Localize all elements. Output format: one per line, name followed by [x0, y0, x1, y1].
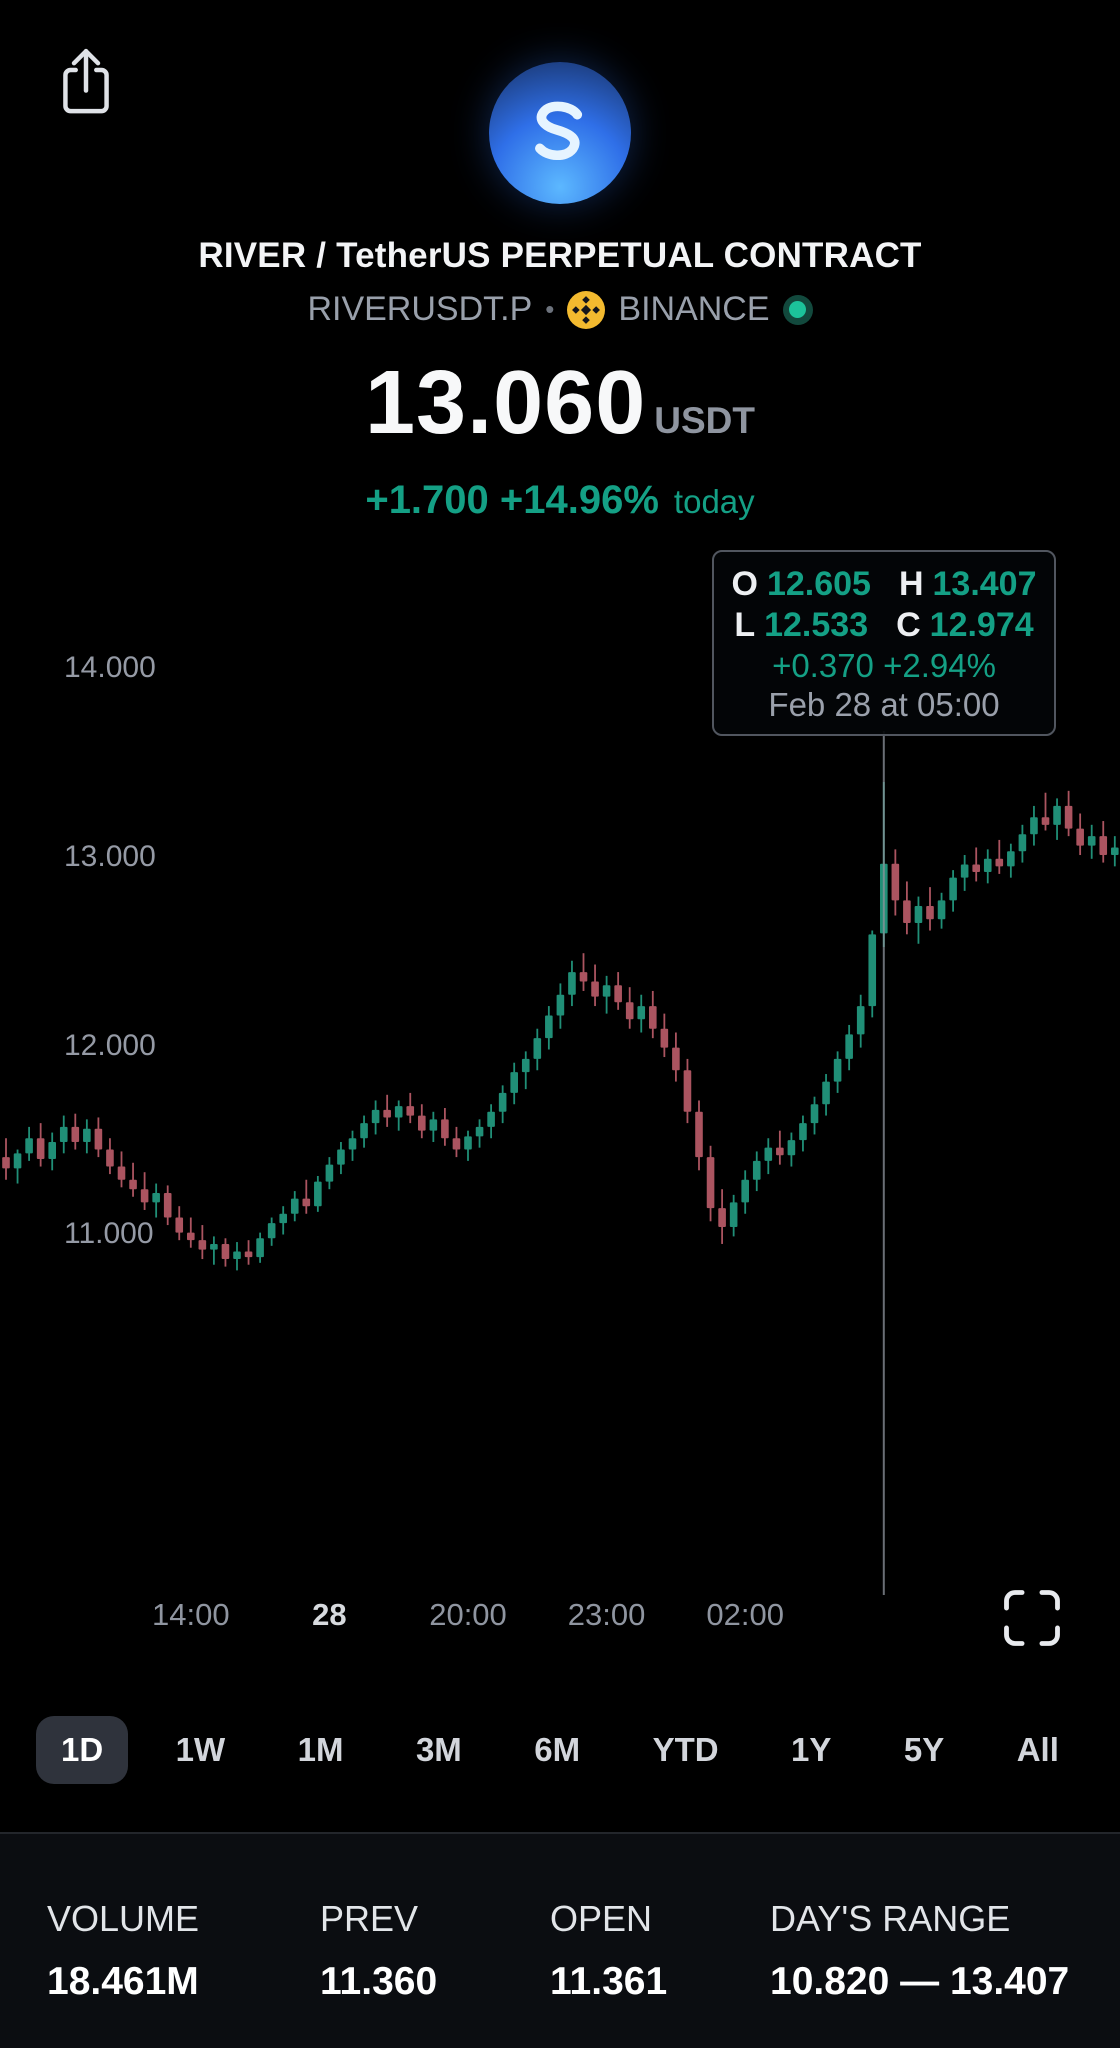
range-button-1y[interactable]: 1Y [766, 1716, 856, 1784]
binance-icon [567, 290, 606, 329]
low-label: L [734, 606, 756, 644]
stat-column: OPEN 11.361 [550, 1898, 770, 2048]
range-button-1w[interactable]: 1W [151, 1716, 251, 1784]
high-label: H [898, 565, 924, 603]
tooltip-date: Feb 28 at 05:00 [768, 686, 1000, 723]
stat-label: PREV [320, 1898, 419, 1939]
change-row: +1.700 +14.96% today [0, 478, 1120, 523]
high-value: 13.407 [932, 565, 1037, 603]
share-button[interactable] [56, 46, 116, 118]
range-button-6m[interactable]: 6M [509, 1716, 605, 1784]
open-value: 12.605 [766, 565, 871, 603]
ohlc-tooltip: O 12.605 H 13.407 L 12.533 C 12.974 +0.370 +… [712, 550, 1056, 736]
stat-column: DAY'S RANGE 10.820 — 13.407 [770, 1898, 1110, 2048]
contract-title: RIVER / TetherUS PERPETUAL CONTRACT [198, 236, 922, 275]
stats-bar: VOLUME 18.461M PREV 11.360 OPEN 11.361 DAY'S R… [0, 1834, 1120, 2048]
river-token-logo [489, 62, 631, 204]
fullscreen-icon [998, 1590, 1066, 1655]
stat-label: VOLUME [47, 1898, 200, 1939]
wave-s-icon [512, 83, 608, 184]
section-divider [0, 1832, 1120, 1834]
tooltip-change: +0.370 +2.94% [772, 647, 996, 684]
candles [2, 781, 1119, 1271]
stat-column: VOLUME 18.461M [47, 1898, 320, 2048]
open-label: O [731, 565, 758, 603]
bullet-separator: • [545, 294, 555, 324]
range-button-ytd[interactable]: YTD [628, 1716, 744, 1784]
stat-value: 11.361 [550, 1960, 668, 2003]
price-row: 13.060 USDT [0, 352, 1120, 455]
range-button-all[interactable]: All [992, 1716, 1084, 1784]
range-selector: 1D 1W 1M 3M 6M YTD 1Y 5Y All [0, 1704, 1120, 1796]
ohlc-line-1: O 12.605 H 13.407 [714, 564, 1054, 605]
candles-svg [2, 731, 1119, 1595]
fullscreen-button[interactable] [998, 1584, 1066, 1652]
symbol-label: RIVERUSDT.P [307, 290, 533, 328]
stat-label: OPEN [550, 1898, 653, 1939]
price-change: +1.700 +14.96% [365, 478, 659, 522]
close-label: C [896, 606, 921, 644]
stat-value: 18.461M [47, 1960, 199, 2003]
stat-value: 10.820 — 13.407 [770, 1960, 1070, 2003]
stat-value: 11.360 [320, 1960, 438, 2003]
close-value: 12.974 [929, 606, 1034, 644]
market-status-dot [782, 294, 813, 325]
low-value: 12.533 [764, 606, 869, 644]
price-chart[interactable]: 14.000 13.000 12.000 11.000 14:00 28 20:00 23:… [0, 545, 1120, 1655]
stat-label: DAY'S RANGE [770, 1898, 1011, 1939]
share-icon [56, 48, 116, 121]
change-period: today [673, 483, 755, 520]
ohlc-line-2: L 12.533 C 12.974 [714, 605, 1054, 646]
range-button-1d[interactable]: 1D [36, 1716, 129, 1784]
stat-column: PREV 11.360 [320, 1898, 550, 2048]
range-button-1m[interactable]: 1M [273, 1716, 369, 1784]
range-button-3m[interactable]: 3M [391, 1716, 487, 1784]
symbol-subtitle: RIVERUSDT.P • BINANCE [0, 290, 1120, 329]
range-button-5y[interactable]: 5Y [879, 1716, 969, 1784]
exchange-label: BINANCE [618, 290, 770, 328]
price-currency: USDT [654, 400, 755, 441]
current-price: 13.060 [364, 353, 647, 453]
